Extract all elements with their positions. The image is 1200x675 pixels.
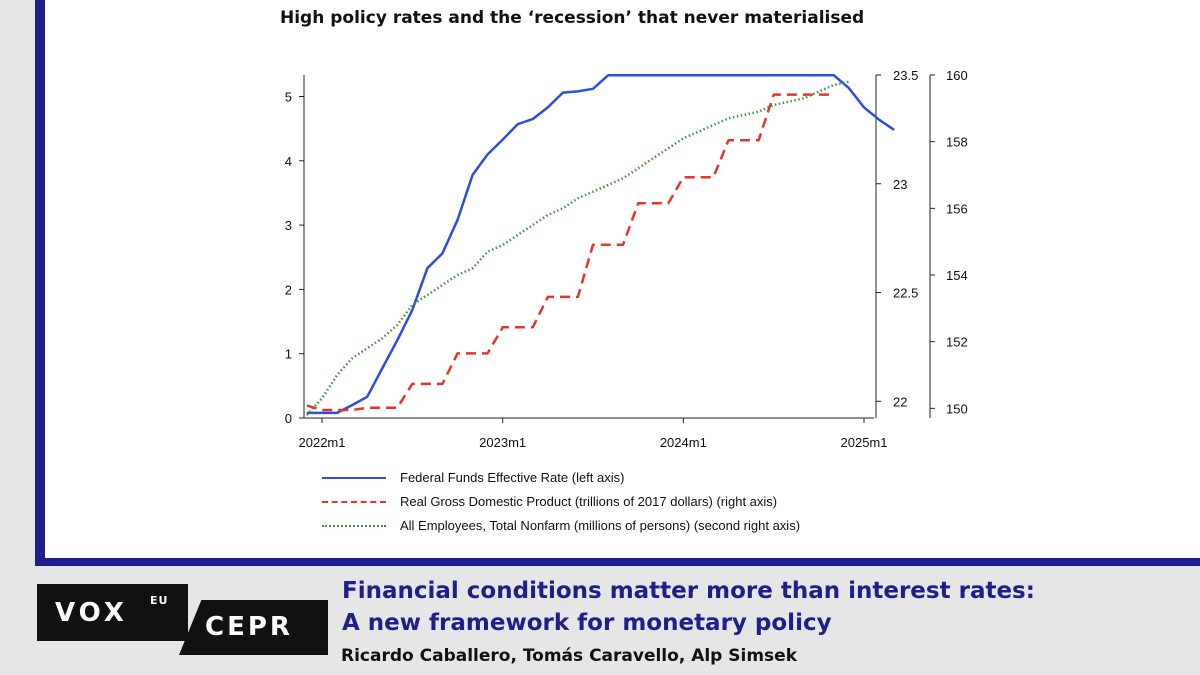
vox-wordmark: VOX	[55, 598, 128, 628]
second-right-tick-label: 160	[946, 68, 968, 83]
article-authors: Ricardo Caballero, Tomás Caravello, Alp …	[341, 646, 798, 666]
right-tick-label: 23	[893, 177, 907, 192]
left-tick-label: 2	[285, 282, 292, 297]
x-tick-label: 2024m1	[660, 435, 707, 450]
fed-funds-rate-line	[306, 74, 895, 415]
second-right-tick-label: 152	[946, 335, 968, 350]
legend-swatch-solid	[322, 477, 386, 479]
legend-label: Federal Funds Effective Rate (left axis)	[400, 470, 625, 485]
article-headline[interactable]: Financial conditions matter more than in…	[342, 575, 1035, 639]
left-tick-label: 1	[285, 347, 292, 362]
right-tick-label: 22.5	[893, 286, 918, 301]
second-right-tick-label: 158	[946, 135, 968, 150]
legend-swatch-dotted	[322, 525, 386, 527]
chart-series	[305, 74, 895, 416]
left-tick-label: 5	[285, 90, 292, 105]
chart-axes: 2022m1 2023m1 2024m1 2025m10123452222.52323…	[285, 68, 968, 450]
line-chart: 2022m1 2023m1 2024m1 2025m10123452222.52323…	[285, 68, 968, 450]
cepr-wordmark: CEPR	[205, 612, 293, 642]
second-right-tick-label: 150	[946, 401, 968, 416]
second-right-tick-label: 154	[946, 268, 968, 283]
voxeu-logo[interactable]: VOX EU	[37, 584, 188, 641]
eu-superscript: EU	[150, 594, 169, 607]
x-tick-label: 2022m1	[299, 435, 346, 450]
right-tick-label: 23.5	[893, 68, 918, 83]
legend-label: All Employees, Total Nonfarm (millions o…	[400, 518, 801, 533]
legend-label: Real Gross Domestic Product (trillions o…	[400, 494, 778, 509]
second-right-tick-label: 156	[946, 201, 968, 216]
left-tick-label: 3	[285, 218, 292, 233]
left-tick-label: 4	[285, 154, 292, 169]
headline-line-2: A new framework for monetary policy	[342, 610, 832, 636]
headline-line-1: Financial conditions matter more than in…	[342, 578, 1035, 604]
x-tick-label: 2025m1	[841, 435, 888, 450]
cepr-logo[interactable]: CEPR	[179, 600, 328, 655]
nonfarm-employment-line	[305, 80, 850, 416]
x-tick-label: 2023m1	[479, 435, 526, 450]
chart-panel	[45, 0, 1200, 558]
legend-swatch-dashed	[322, 501, 386, 503]
chart-title: High policy rates and the ‘recession’ th…	[280, 8, 865, 28]
right-tick-label: 22	[893, 394, 907, 409]
left-tick-label: 0	[285, 411, 292, 426]
real-gdp-line	[306, 93, 834, 412]
